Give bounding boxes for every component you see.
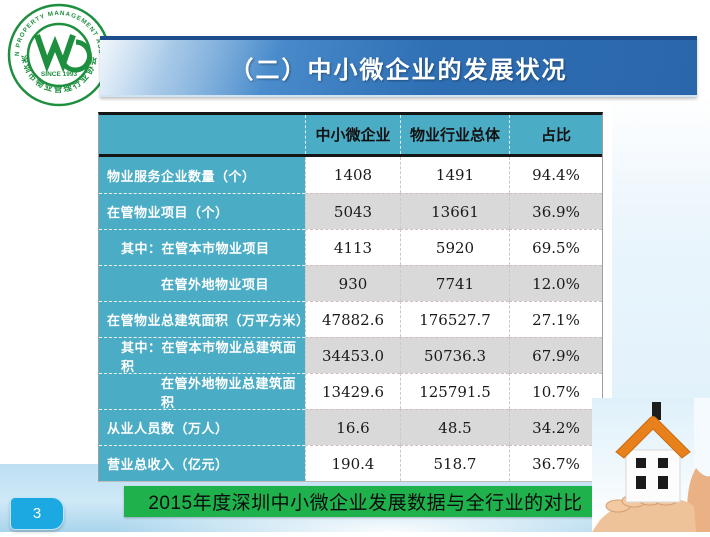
row-label: 营业总收入（亿元） <box>99 445 305 481</box>
cell-sme: 930 <box>305 265 400 301</box>
association-logo: SHENZHEN PROPERTY MANAGEMENT ASSOCIATION… <box>3 0 112 108</box>
cell-ratio: 94.4% <box>509 157 602 193</box>
cell-sme: 4113 <box>305 229 400 265</box>
row-label: 其中：在管本市物业总建筑面积 <box>99 337 305 373</box>
table-row: 在管物业项目（个） 5043 13661 36.9% <box>99 193 602 229</box>
row-label: 在管外地物业总建筑面积 <box>99 373 305 409</box>
row-label: 在管外地物业项目 <box>99 265 305 301</box>
cell-sme: 1408 <box>305 157 400 193</box>
page-number-badge: 3 <box>10 497 64 530</box>
row-label: 在管物业项目（个） <box>99 193 305 229</box>
cell-total: 5920 <box>400 229 509 265</box>
cell-ratio: 27.1% <box>509 301 602 337</box>
cell-ratio: 36.9% <box>509 193 602 229</box>
page-number: 3 <box>32 505 42 522</box>
table-row: 营业总收入（亿元） 190.4 518.7 36.7% <box>99 445 602 481</box>
sme-comparison-table: 中小微企业 物业行业总体 占比 物业服务企业数量（个） 1408 1491 94… <box>98 112 603 482</box>
cell-sme: 34453.0 <box>305 337 400 373</box>
cell-total: 1491 <box>400 157 509 193</box>
table-row: 其中：在管本市物业项目 4113 5920 69.5% <box>99 229 602 265</box>
cell-total: 176527.7 <box>400 301 509 337</box>
cell-total: 7741 <box>400 265 509 301</box>
table-header-row: 中小微企业 物业行业总体 占比 <box>99 115 602 157</box>
table-row: 其中：在管本市物业总建筑面积 34453.0 50736.3 67.9% <box>99 337 602 373</box>
row-label: 物业服务企业数量（个） <box>99 157 305 193</box>
house-photo <box>592 398 710 532</box>
table-row: 在管物业总建筑面积（万平方米） 47882.6 176527.7 27.1% <box>99 301 602 337</box>
house-in-hands-icon <box>592 398 710 532</box>
association-logo-icon: SHENZHEN PROPERTY MANAGEMENT ASSOCIATION… <box>3 0 111 107</box>
table-row: 物业服务企业数量（个） 1408 1491 94.4% <box>99 157 602 193</box>
header-sme: 中小微企业 <box>305 115 400 154</box>
cell-sme: 190.4 <box>305 445 400 481</box>
header-industry-total: 物业行业总体 <box>400 115 509 154</box>
row-label: 在管物业总建筑面积（万平方米） <box>99 301 305 337</box>
cell-ratio: 69.5% <box>509 229 602 265</box>
cell-ratio: 34.2% <box>509 409 602 445</box>
header-ratio: 占比 <box>509 115 602 154</box>
cell-total: 518.7 <box>400 445 509 481</box>
cell-total: 48.5 <box>400 409 509 445</box>
footer-banner: 2015年度深圳中小微企业发展数据与全行业的对比 <box>124 486 607 517</box>
cell-ratio: 12.0% <box>509 265 602 301</box>
row-label: 其中：在管本市物业项目 <box>99 229 305 265</box>
cell-sme: 47882.6 <box>305 301 400 337</box>
footer-banner-text: 2015年度深圳中小微企业发展数据与全行业的对比 <box>148 493 583 514</box>
title-banner: （二）中小微企业的发展状况 <box>100 36 697 97</box>
cell-total: 13661 <box>400 193 509 229</box>
cell-ratio: 36.7% <box>509 445 602 481</box>
table-row: 在管外地物业总建筑面积 13429.6 125791.5 10.7% <box>99 373 602 409</box>
svg-text:SINCE 1993: SINCE 1993 <box>41 71 78 78</box>
table-row: 在管外地物业项目 930 7741 12.0% <box>99 265 602 301</box>
cell-sme: 5043 <box>305 193 400 229</box>
table-row: 从业人员数（万人） 16.6 48.5 34.2% <box>99 409 602 445</box>
header-blank <box>99 115 305 154</box>
cell-total: 50736.3 <box>400 337 509 373</box>
page-title: （二）中小微企业的发展状况 <box>229 57 568 84</box>
cell-sme: 16.6 <box>305 409 400 445</box>
cell-total: 125791.5 <box>400 373 509 409</box>
cell-ratio: 10.7% <box>509 373 602 409</box>
cell-sme: 13429.6 <box>305 373 400 409</box>
cell-ratio: 67.9% <box>509 337 602 373</box>
row-label: 从业人员数（万人） <box>99 409 305 445</box>
